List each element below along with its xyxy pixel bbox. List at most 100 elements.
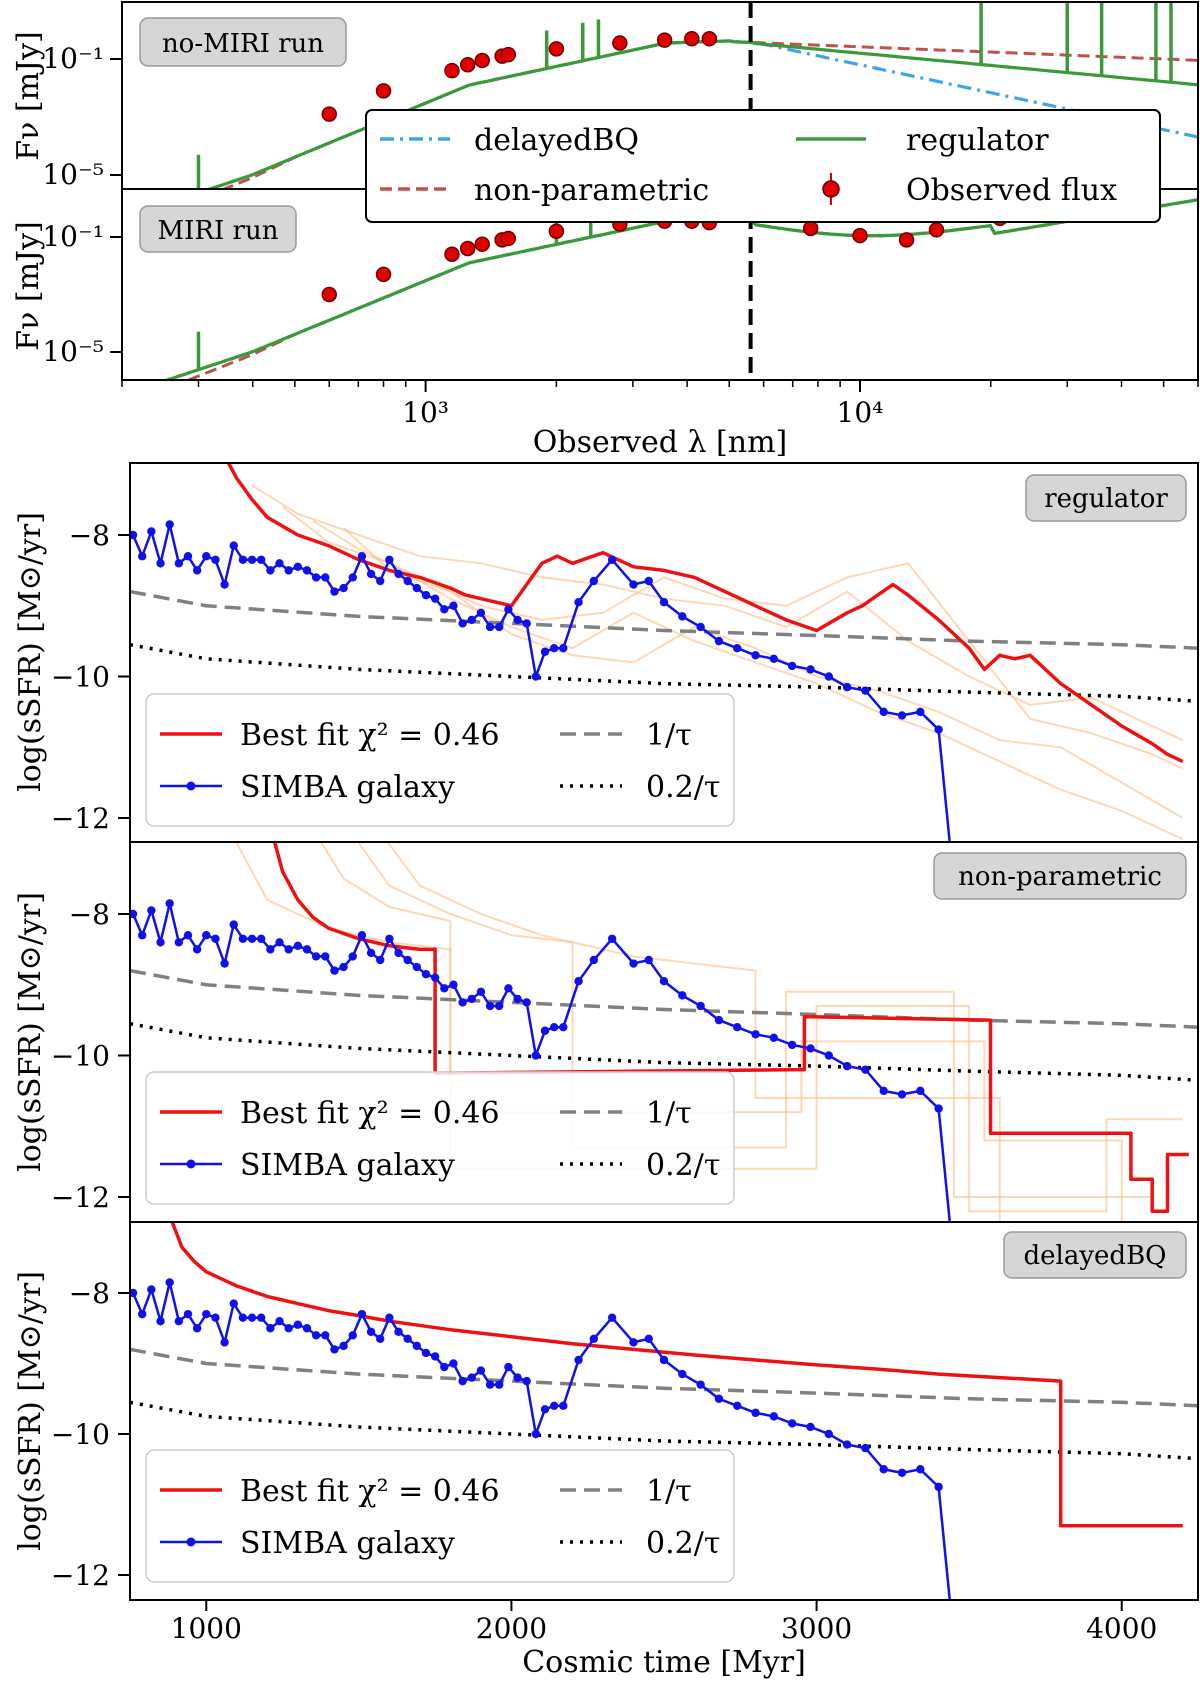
simba-galaxy-point	[330, 1345, 339, 1354]
simba-galaxy-point	[733, 1022, 742, 1032]
simba-galaxy-point	[842, 1061, 852, 1071]
simba-galaxy-point	[147, 527, 156, 536]
sed-y-tick-label: 10⁻¹	[42, 42, 104, 75]
observed-flux-point	[321, 106, 337, 122]
simba-galaxy-point	[495, 622, 504, 632]
simba-galaxy-point	[549, 1022, 559, 1032]
simba-galaxy-point	[376, 955, 385, 965]
simba-galaxy-point	[174, 1317, 184, 1326]
ssfr-y-axis-label: log(sSFR) [M⊙/yr]	[13, 892, 48, 1172]
simba-galaxy-point	[522, 619, 531, 628]
simba-galaxy-point	[339, 962, 348, 972]
simba-galaxy-point	[147, 1285, 156, 1294]
simba-galaxy-point	[659, 1355, 669, 1365]
simba-galaxy-point	[787, 1040, 797, 1050]
tau-1-line	[130, 1347, 1198, 1408]
best-fit-line	[226, 463, 1184, 763]
simba-galaxy-point	[330, 966, 339, 975]
simba-galaxy-point	[897, 1468, 907, 1477]
simba-galaxy-point	[321, 573, 330, 582]
simba-galaxy-point	[549, 644, 559, 653]
observed-flux-point	[612, 35, 628, 51]
simba-galaxy-point	[607, 934, 617, 943]
ssfr-y-axis-label: log(sSFR) [M⊙/yr]	[13, 512, 48, 792]
simba-galaxy-point	[485, 1001, 495, 1011]
simba-galaxy-point	[339, 1341, 348, 1351]
simba-galaxy-point	[321, 952, 330, 961]
simba-galaxy-point	[678, 991, 687, 1000]
simba-galaxy-point	[504, 605, 513, 614]
simba-galaxy-point	[589, 576, 599, 586]
tau-02-line	[130, 642, 1198, 704]
sed-x-axis-label: Observed λ [nm]	[533, 425, 787, 460]
simba-galaxy-point	[220, 580, 229, 589]
simba-galaxy-point	[879, 707, 888, 717]
simba-galaxy-point	[879, 1465, 888, 1474]
simba-galaxy-point	[266, 945, 275, 954]
simba-galaxy-point	[366, 948, 376, 958]
observed-flux-point	[474, 236, 490, 252]
legend-label: 0.2/τ	[646, 1526, 720, 1561]
simba-galaxy-point	[751, 651, 760, 660]
ssfr-y-tick-label: −10	[51, 661, 110, 694]
ssfr-y-tick-label: −12	[51, 802, 110, 835]
simba-galaxy-point	[531, 672, 541, 681]
simba-galaxy-point	[257, 1313, 266, 1322]
simba-galaxy-point	[467, 615, 476, 625]
simba-galaxy-point	[513, 615, 522, 625]
simba-galaxy-point	[824, 672, 833, 681]
simba-galaxy-point	[861, 686, 870, 695]
simba-galaxy-point	[220, 1338, 229, 1347]
simba-galaxy-point	[629, 580, 638, 589]
simba-galaxy-point	[430, 1352, 440, 1361]
simba-galaxy-point	[678, 1369, 687, 1379]
panel-tag-text: regulator	[1044, 484, 1168, 514]
panel-tag-text: no-MIRI run	[162, 29, 324, 59]
simba-galaxy-point	[714, 1394, 724, 1403]
simba-galaxy-point	[751, 1408, 760, 1418]
posterior-sample-line	[251, 484, 1184, 742]
ssfr-x-tick-label: 1000	[171, 1612, 242, 1645]
simba-galaxy-point	[861, 1065, 870, 1074]
simba-galaxy-point	[302, 566, 312, 575]
simba-galaxy-point	[559, 644, 568, 653]
simba-galaxy-point	[540, 647, 550, 656]
simba-galaxy-point	[229, 920, 238, 929]
simba-galaxy-point	[403, 576, 412, 586]
tau-1-line	[130, 968, 1198, 1029]
simba-galaxy-point	[440, 984, 449, 993]
simba-galaxy-point	[138, 552, 147, 561]
simba-galaxy-point	[824, 1429, 833, 1439]
simba-galaxy-point	[934, 1482, 943, 1492]
ssfr-axes: 1000 2000 3000 4000 −8 −10 −12 −8 −10 −12 −8 −10 −12	[51, 519, 1157, 1645]
simba-galaxy-point	[275, 559, 284, 568]
simba-galaxy-point	[916, 707, 925, 717]
ssfr-y-tick-label: −8	[69, 898, 110, 931]
legend-label: delayedBQ	[474, 123, 639, 158]
sed-y-tick-label: 10⁻⁵	[42, 335, 104, 368]
simba-galaxy-point	[138, 931, 147, 940]
observed-flux-point	[656, 32, 673, 48]
simba-galaxy-point	[787, 1419, 797, 1428]
tau-1-line	[130, 589, 1198, 650]
simba-galaxy-point	[449, 601, 458, 610]
simba-galaxy-point	[476, 1366, 486, 1375]
simba-galaxy-point	[607, 1313, 617, 1322]
simba-galaxy-point	[165, 520, 174, 529]
simba-galaxy-point	[412, 1341, 422, 1351]
observed-flux-point	[474, 52, 490, 69]
observed-flux-point	[548, 41, 565, 57]
simba-galaxy-point	[192, 566, 202, 575]
ssfr-legend: Best fit χ² = 0.46 SIMBA galaxy 1/τ 0.2/τ	[145, 693, 735, 827]
simba-galaxy-point	[589, 1334, 599, 1344]
simba-galaxy-point	[183, 931, 193, 940]
simba-galaxy-point	[238, 555, 248, 564]
simba-galaxy-point	[659, 598, 669, 607]
simba-galaxy-point	[202, 931, 211, 940]
simba-galaxy-point	[220, 959, 229, 968]
simba-galaxy-point	[348, 1331, 357, 1340]
simba-galaxy-point	[806, 1422, 815, 1432]
observed-flux-point	[701, 30, 718, 47]
sed-x-tick-label: 10³	[402, 396, 449, 429]
